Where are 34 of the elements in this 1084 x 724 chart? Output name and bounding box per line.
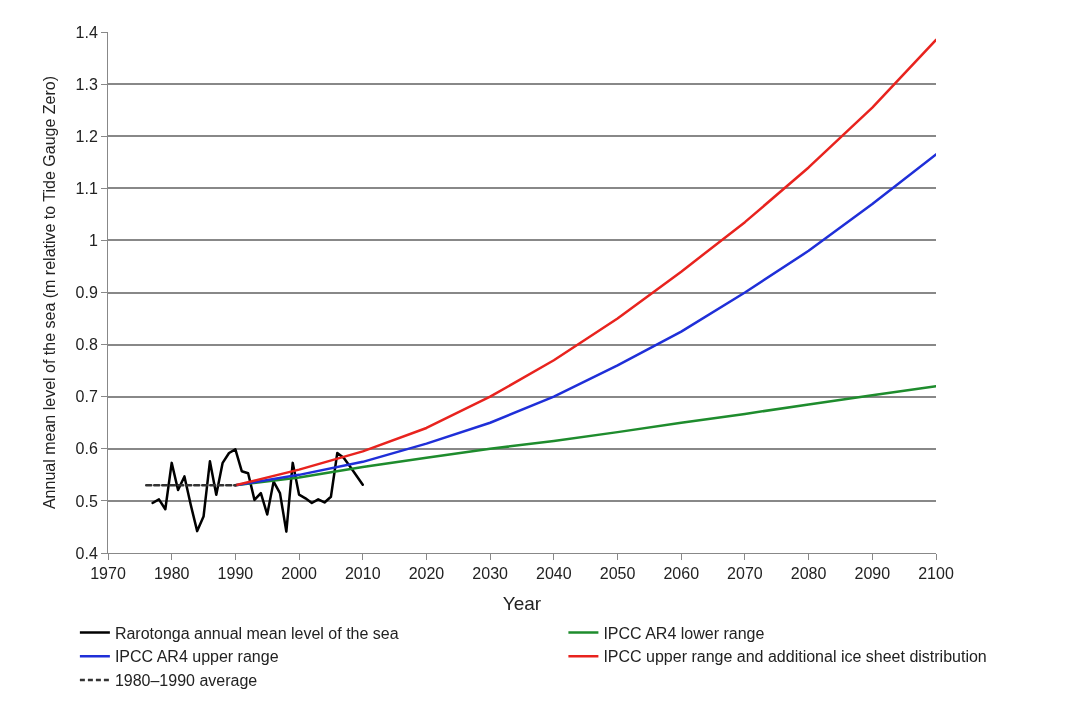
x-tick-label: 2060: [663, 565, 700, 583]
x-tick-label: 2070: [727, 565, 763, 583]
line-series: [151, 448, 365, 533]
y-tick-label: 0.5: [75, 492, 98, 510]
y-tick-label: 1: [88, 232, 98, 249]
x-tick-label: 2040: [536, 565, 572, 583]
legend-label: IPCC upper range and additional ice sheet distribution: [603, 648, 987, 666]
y-tick-label: 1.4: [75, 23, 98, 41]
line-series: [234, 38, 936, 487]
legend-label: IPCC AR4 lower range: [603, 624, 765, 642]
y-tick-label: 0.7: [75, 388, 98, 406]
x-tick-label: 2020: [408, 565, 445, 583]
y-tick-label: 0.9: [75, 284, 98, 302]
legend-label: 1980–1990 average: [114, 672, 258, 690]
y-tick-label: 1.1: [75, 179, 98, 197]
x-tick-label: 1990: [217, 565, 254, 583]
x-axis-title: Year: [502, 593, 542, 614]
legend-label: IPCC AR4 upper range: [114, 648, 279, 666]
y-tick-label: 1.2: [75, 127, 98, 145]
y-tick-label: 1.3: [75, 75, 98, 93]
y-tick-label: 0.4: [75, 544, 98, 562]
y-tick-label: 0.6: [75, 440, 98, 458]
x-tick-label: 2050: [599, 565, 636, 583]
x-tick-label: 1980: [153, 565, 190, 583]
x-tick-label: 2030: [472, 565, 509, 583]
y-axis-title: Annual mean level of the sea (m relative to Tide Gauge Zero): [41, 75, 59, 510]
y-tick-label: 0.8: [75, 336, 98, 354]
x-tick-label: 2100: [918, 565, 954, 583]
x-tick-label: 2090: [854, 565, 891, 583]
x-tick-label: 1970: [90, 565, 126, 583]
x-tick-label: 2000: [281, 565, 317, 583]
x-tick-label: 2080: [790, 565, 827, 583]
legend-label: Rarotonga annual mean level of the sea: [114, 624, 399, 642]
x-tick-label: 2010: [344, 565, 381, 583]
